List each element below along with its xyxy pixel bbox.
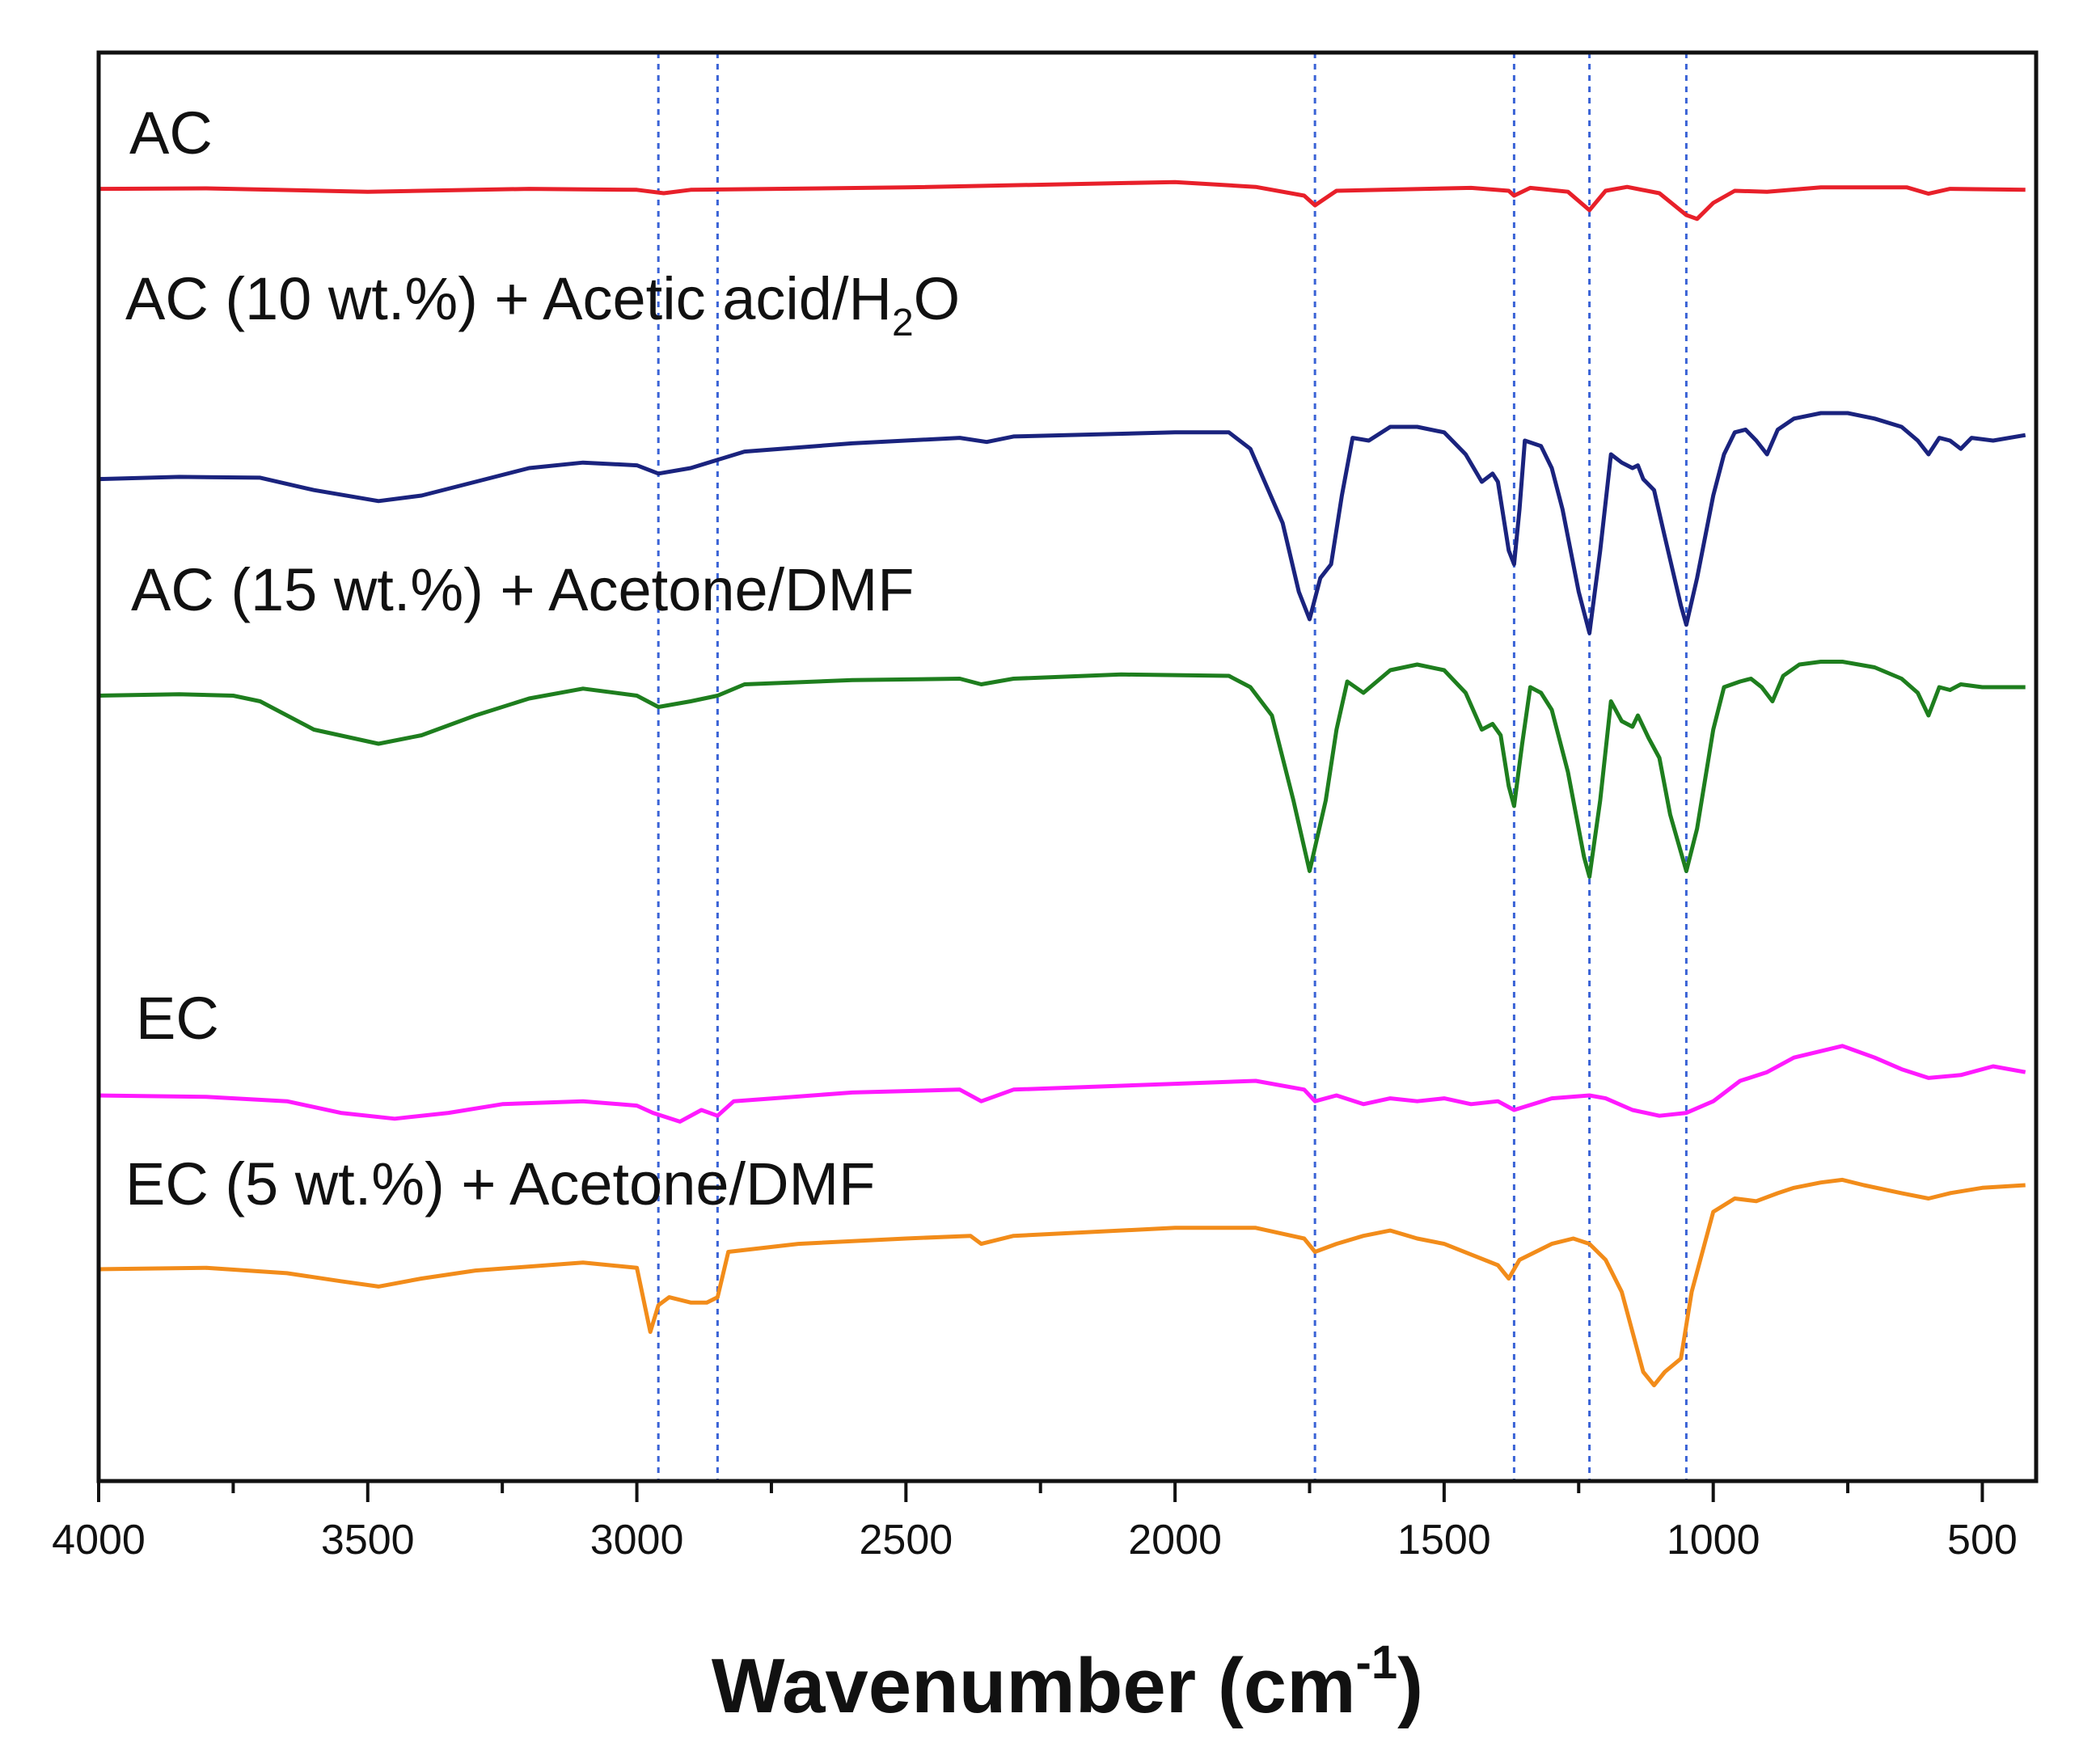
x-tick-label-4000: 4000 [52,1517,146,1564]
x-tick-label-1000: 1000 [1667,1517,1760,1564]
x-tick-label-2000: 2000 [1128,1517,1222,1564]
x-axis-title: Wavenumber (cm-1) [712,1636,1423,1729]
x-tick-label-3500: 3500 [321,1517,415,1564]
series-ac-15-acetone-line [98,660,2026,879]
x-axis-title-superscript: -1 [1356,1636,1398,1689]
series-ac-10-acetic-line [98,411,2026,635]
reference-lines [657,53,1688,1481]
series-ac-label: AC [129,99,213,167]
x-tick-label-500: 500 [1947,1517,2018,1564]
spectra-series [98,179,2026,1387]
series-ac-10-acetic-label-subscript: 2 [892,302,914,344]
series-ac-line [98,179,2026,222]
series-ac-10-acetic-label-tail: O [914,265,961,332]
x-tick-label-2500: 2500 [859,1517,953,1564]
x-tick-label-3000: 3000 [590,1517,684,1564]
series-ec-label: EC [136,985,219,1052]
series-labels: AC AC (10 wt.%) + Acetic acid/H2O AC (15 w… [125,99,960,1217]
series-ec-5-acetone-label: EC (5 wt.%) + Acetone/DMF [125,1150,875,1217]
series-ec-5-acetone-line [98,1177,2026,1387]
series-ac-15-acetone-label: AC (15 wt.%) + Acetone/DMF [131,556,915,623]
x-tick-label-1500: 1500 [1397,1517,1491,1564]
series-ec-line [98,1044,2026,1124]
x-axis-ticks: 4000 3500 3000 2500 2000 1500 1000 500 [52,1481,2018,1564]
series-ac-10-acetic-label: AC (10 wt.%) + Acetic acid/H2O [125,265,960,344]
plot-frame [96,50,2039,1483]
x-axis-title-suffix: ) [1397,1643,1423,1729]
